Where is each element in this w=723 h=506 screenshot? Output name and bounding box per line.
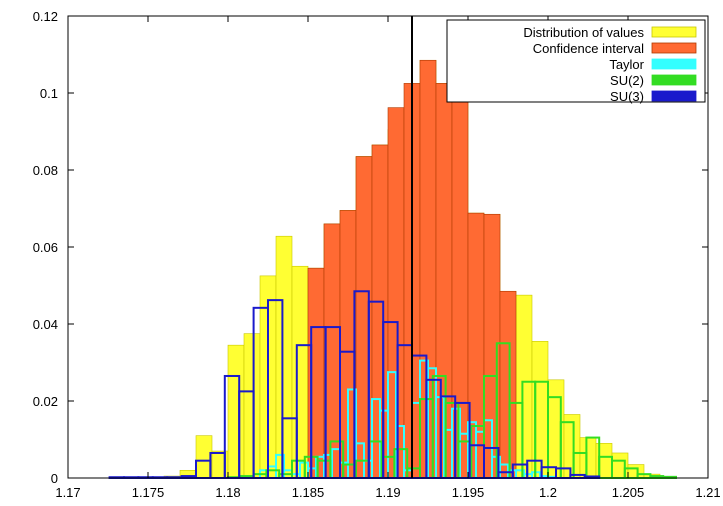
- bar: [227, 344, 245, 479]
- bar: [243, 333, 261, 479]
- bar: [515, 294, 533, 479]
- x-tick-label: 1.175: [132, 485, 165, 500]
- x-tick-label: 1.2: [539, 485, 557, 500]
- y-tick-label: 0.02: [33, 394, 58, 409]
- series-1: [307, 59, 517, 479]
- x-tick-label: 1.195: [452, 485, 485, 500]
- bars-layer: [108, 59, 678, 480]
- bar: [579, 437, 597, 479]
- bar: [499, 290, 517, 479]
- x-tick-label: 1.21: [695, 485, 720, 500]
- legend-swatch: [651, 58, 697, 70]
- x-tick-label: 1.18: [215, 485, 240, 500]
- x-tick-label: 1.17: [55, 485, 80, 500]
- y-tick-label: 0.12: [33, 9, 58, 24]
- y-tick-label: 0.06: [33, 240, 58, 255]
- legend-label: Distribution of values: [523, 25, 644, 40]
- legend-label: Taylor: [609, 57, 644, 72]
- legend-label: Confidence interval: [533, 41, 644, 56]
- y-tick-label: 0.1: [40, 86, 58, 101]
- y-tick-label: 0: [51, 471, 58, 486]
- x-tick-label: 1.19: [375, 485, 400, 500]
- legend-swatch: [651, 90, 697, 102]
- x-tick-label: 1.185: [292, 485, 325, 500]
- x-tick-label: 1.205: [612, 485, 645, 500]
- bar: [275, 235, 293, 479]
- y-tick-label: 0.04: [33, 317, 58, 332]
- axis-ticks: 1.17 1.175 1.18 1.185 1.19 1.195 1.2 1.205 1.21 0…: [33, 9, 721, 500]
- legend-swatch: [651, 26, 697, 38]
- bar: [627, 464, 645, 479]
- legend-swatch: [651, 42, 697, 54]
- legend-label: SU(2): [610, 73, 644, 88]
- bar: [291, 265, 309, 479]
- y-tick-label: 0.08: [33, 163, 58, 178]
- legend-swatch: [651, 74, 697, 86]
- legend-label: SU(3): [610, 89, 644, 104]
